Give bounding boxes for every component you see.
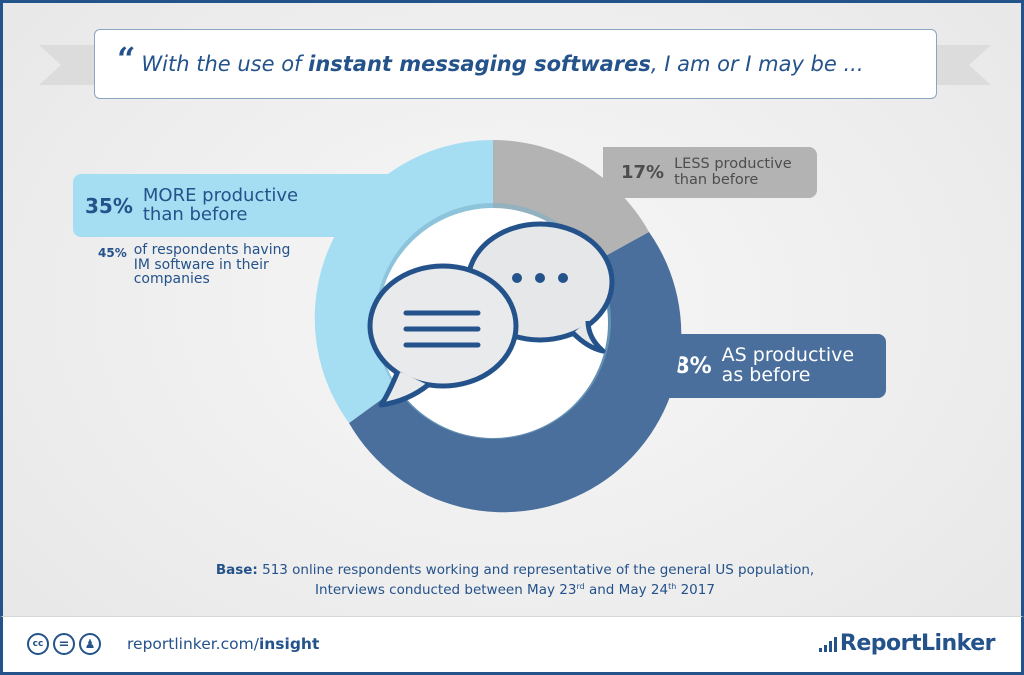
- brand-logo: ReportLinker: [818, 631, 996, 656]
- site-link[interactable]: reportlinker.com/insight: [127, 635, 320, 653]
- desc-more: MORE productive than before: [142, 184, 299, 225]
- label-more-productive: 35% MORE productive than before: [73, 174, 403, 237]
- bar-chart-icon: [818, 637, 837, 652]
- sub-note-pct: 45%: [98, 246, 127, 260]
- donut-chart: [314, 139, 682, 513]
- cc-icon: cc: [27, 633, 49, 655]
- quote-icon: “: [117, 40, 136, 78]
- chart-title: With the use of instant messaging softwa…: [141, 52, 864, 76]
- pct-more: 35%: [85, 193, 133, 218]
- pct-less: 17%: [621, 162, 665, 183]
- title-box: “ With the use of instant messaging soft…: [94, 29, 937, 99]
- license-icons[interactable]: cc = ♟: [27, 633, 101, 655]
- attribution-person-icon: ♟: [79, 633, 101, 655]
- footer: cc = ♟ reportlinker.com/insight ReportLi…: [0, 616, 1024, 675]
- sub-note-text: of respondents having IM software in the…: [133, 242, 291, 288]
- brand-name: ReportLinker: [839, 631, 996, 656]
- base-note: Base: 513 online respondents working and…: [215, 562, 815, 598]
- no-derivatives-icon: =: [53, 633, 75, 655]
- sub-note: 45% of respondents having IM software in…: [98, 243, 290, 287]
- desc-as: AS productive as before: [721, 344, 855, 386]
- chat-bubble-lines-icon: [367, 263, 519, 408]
- label-less-productive: 17% LESS productive than before: [603, 147, 817, 198]
- desc-less: LESS productive than before: [674, 156, 792, 188]
